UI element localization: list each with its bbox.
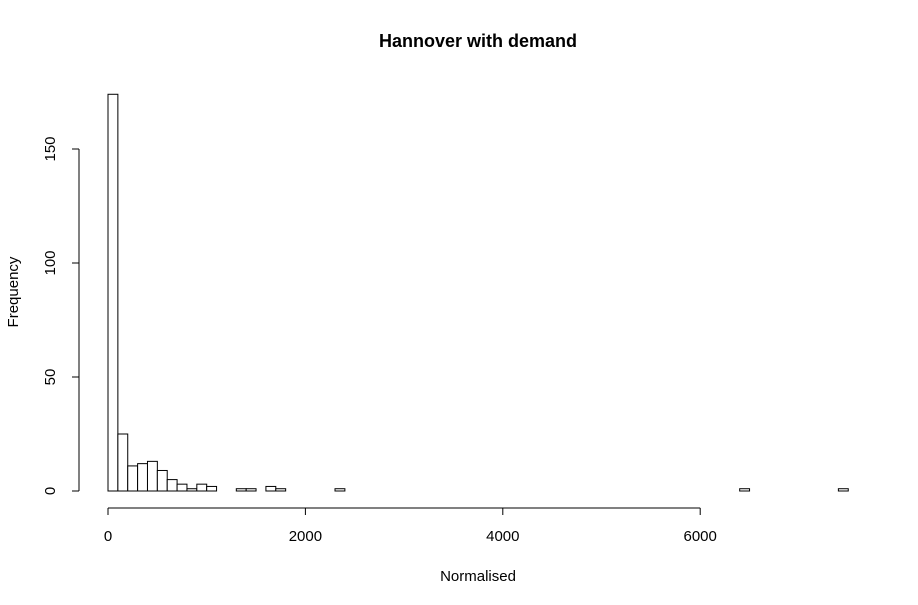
histogram-bar [245,488,257,492]
y-tick-label: 150 [42,136,59,161]
histogram-bar [196,483,208,492]
y-axis: 0 50 100 150 [42,136,80,495]
histogram-bar [137,463,148,492]
histogram-bar [334,488,346,492]
histogram-bar [265,485,277,492]
histogram-bar [275,488,287,492]
x-tick-label: 6000 [684,528,717,545]
histogram-bar [837,488,849,492]
y-tick-label: 100 [42,250,59,275]
histogram-bar [176,483,188,492]
histogram-bar [156,469,168,492]
y-tick-label: 50 [42,369,59,386]
histogram-bar [235,488,247,492]
histogram-bars [107,93,849,492]
histogram-bar [146,460,158,492]
y-tick-label: 0 [42,487,59,495]
chart-title: Hannover with demand [379,31,577,51]
histogram-bar [107,93,119,492]
histogram-bar [739,488,751,492]
histogram-bar [117,433,129,492]
x-tick-label: 2000 [289,528,322,545]
x-axis-label: Normalised [440,568,516,585]
x-tick-label: 4000 [486,528,519,545]
histogram-bar [186,488,198,492]
x-axis: 0 2000 4000 6000 [104,507,717,545]
y-axis-label: Frequency [5,256,22,327]
histogram-bar [166,479,178,492]
histogram-bar [127,465,139,492]
x-tick-label: 0 [104,528,112,545]
histogram-bar [206,485,218,492]
